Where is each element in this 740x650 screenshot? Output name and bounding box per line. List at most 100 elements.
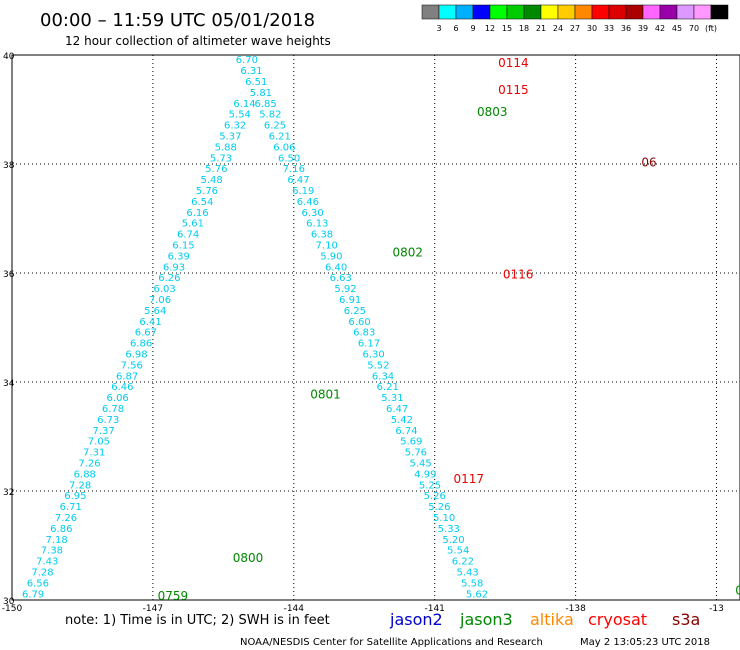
pass-time-label: 06 <box>641 156 656 170</box>
swh-point: 5.92 <box>334 284 356 295</box>
swh-point: 6.25 <box>264 121 286 132</box>
swh-point: 6.79 <box>22 589 44 600</box>
swh-point: 5.76 <box>196 186 218 197</box>
swh-point: 5.69 <box>400 437 422 448</box>
pass-time-label: 0117 <box>453 472 484 486</box>
colorbar-label: 24 <box>553 24 563 33</box>
colorbar-label: 39 <box>638 24 648 33</box>
colorbar-swatch <box>472 4 491 20</box>
swh-point: 6.15 <box>172 240 194 251</box>
y-tick-label: 32 <box>3 488 14 498</box>
swh-point: 6.71 <box>60 502 82 513</box>
colorbar-label: 12 <box>485 24 495 33</box>
pass-time-label: 0115 <box>498 83 529 97</box>
swh-point: 6.70 <box>236 55 258 66</box>
x-tick-label: -138 <box>565 604 586 614</box>
mission-jason2: jason2 <box>389 610 443 629</box>
pass-time-label: 0 <box>735 584 740 598</box>
colorbar-swatch <box>676 4 695 20</box>
plot-frame <box>11 54 740 601</box>
swh-point: 6.40 <box>325 262 347 273</box>
swh-point: 6.22 <box>452 557 474 568</box>
pass-time-label: 0800 <box>233 551 264 565</box>
swh-point: 7.56 <box>121 360 143 371</box>
colorbar-swatch <box>523 4 542 20</box>
pass-time-label: 0802 <box>392 246 423 260</box>
y-tick-label: 30 <box>3 597 15 607</box>
swh-point: 5.42 <box>391 415 413 426</box>
swh-point: 6.54 <box>191 197 213 208</box>
swh-point: 6.95 <box>64 491 86 502</box>
axis-ticks: 30 32 34 36 38 40 -150 -147 -144 -141 -138 -13 <box>2 52 724 614</box>
swh-point: 7.43 <box>36 557 58 568</box>
x-tick-label: -150 <box>2 604 23 614</box>
colorbar-label: 30 <box>587 24 597 33</box>
y-tick-label: 36 <box>3 270 15 280</box>
colorbar-swatch <box>489 4 508 20</box>
data-marks: 6.796.567.287.437.387.186.867.266.716.95… <box>22 55 488 600</box>
swh-point: 5.48 <box>200 175 222 186</box>
chart-subtitle: 12 hour collection of altimeter wave hei… <box>65 34 331 48</box>
swh-point: 5.26 <box>424 491 446 502</box>
footer-timestamp: May 2 13:05:23 UTC 2018 <box>580 637 710 648</box>
swh-point: 6.91 <box>339 295 361 306</box>
swh-point: 6.93 <box>163 262 185 273</box>
y-tick-label: 38 <box>3 161 15 171</box>
swh-point: 6.14 <box>233 99 255 110</box>
swh-point: 5.54 <box>447 546 469 557</box>
swh-point: 6.19 <box>292 186 314 197</box>
swh-point: 6.41 <box>139 317 161 328</box>
colorbar-swatch <box>642 4 661 20</box>
swh-point: 6.46 <box>297 197 319 208</box>
colorbar-label: 27 <box>570 24 580 33</box>
swh-point: 6.32 <box>224 121 246 132</box>
colorbar-label: 15 <box>502 24 512 33</box>
swh-point: 6.73 <box>97 415 119 426</box>
colorbar-swatch <box>710 4 729 20</box>
colorbar-label: 70 <box>689 24 699 33</box>
colorbar-swatch <box>693 4 712 20</box>
swh-point: 6.17 <box>358 339 380 350</box>
colorbar-label: 6 <box>453 24 458 33</box>
swh-point: 5.61 <box>182 219 204 230</box>
swh-point: 5.25 <box>419 480 441 491</box>
swh-point: 7.10 <box>316 240 338 251</box>
colorbar-label: 33 <box>604 24 614 33</box>
colorbar-legend: 3 6 9 12 15 18 21 24 27 30 33 36 39 42 45 70 (ft) <box>421 4 729 33</box>
swh-point: 6.03 <box>154 284 176 295</box>
mission-cryosat: cryosat <box>588 610 647 629</box>
swh-point: 7.31 <box>83 448 105 459</box>
swh-point: 5.82 <box>259 110 281 121</box>
swh-point: 5.45 <box>409 458 431 469</box>
swh-point: 6.63 <box>330 273 352 284</box>
pass-time-label: 0759 <box>158 589 189 603</box>
colorbar-swatch <box>659 4 678 20</box>
colorbar-label: 36 <box>621 24 631 33</box>
swh-point: 7.38 <box>41 546 63 557</box>
colorbar-label: 21 <box>536 24 546 33</box>
swh-point: 5.81 <box>250 88 272 99</box>
swh-point: 6.83 <box>353 328 375 339</box>
swh-point: 5.33 <box>438 524 460 535</box>
swh-point: 5.73 <box>210 153 232 164</box>
swh-point: 7.28 <box>69 480 91 491</box>
x-tick-label: -141 <box>424 604 444 614</box>
x-tick-label: -13 <box>709 604 724 614</box>
swh-point: 5.58 <box>461 578 483 589</box>
pass-time-label: 0114 <box>498 56 529 70</box>
swh-point: 4.99 <box>414 469 436 480</box>
swh-point: 7.06 <box>149 295 171 306</box>
colorbar-swatch <box>540 4 559 20</box>
swh-point: 7.18 <box>45 535 67 546</box>
swh-point: 6.31 <box>240 66 262 77</box>
swh-point: 6.47 <box>386 404 408 415</box>
footer-credit: NOAA/NESDIS Center for Satellite Applica… <box>240 637 543 648</box>
swh-point: 6.60 <box>348 317 370 328</box>
colorbar-label: 42 <box>655 24 665 33</box>
footer-note: note: 1) Time is in UTC; 2) SWH is in fe… <box>65 613 330 628</box>
colorbar-swatch <box>591 4 610 20</box>
colorbar-label: 3 <box>436 24 441 33</box>
colorbar-swatch <box>506 4 525 20</box>
swh-point: 6.86 <box>130 339 152 350</box>
